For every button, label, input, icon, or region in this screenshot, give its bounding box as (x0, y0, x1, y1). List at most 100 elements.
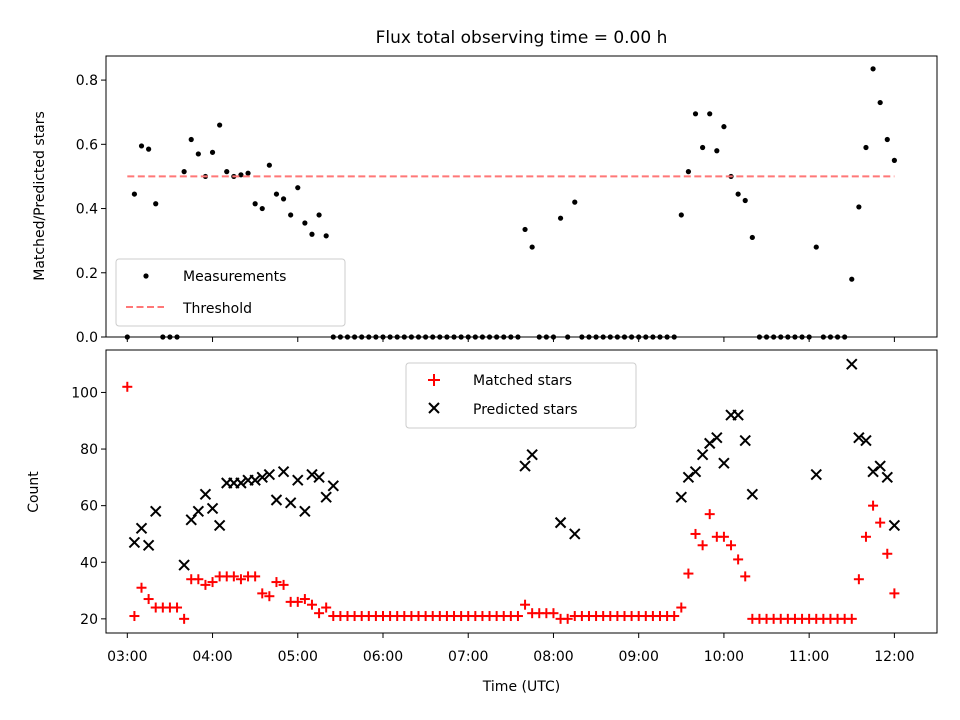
predicted-point-b (299, 505, 311, 518)
matched-point (122, 381, 133, 392)
predicted-point-b (178, 559, 190, 571)
matched-point (889, 588, 900, 599)
y-tick-label: 0.4 (76, 202, 98, 218)
predicted-point-b (860, 434, 872, 447)
legend-matched-marker (428, 374, 440, 386)
predicted-point-b (306, 468, 318, 481)
predicted-point-b (675, 491, 688, 503)
predicted-point (739, 434, 751, 447)
matched-point (136, 582, 147, 593)
predicted-point-b (270, 494, 283, 506)
predicted-point-b (128, 536, 141, 549)
matched-point (278, 579, 289, 590)
predicted-point (235, 477, 247, 489)
measurement-point (195, 151, 201, 157)
measurement-point (557, 215, 564, 221)
predicted-point (178, 559, 190, 571)
predicted-point-b (263, 468, 276, 481)
legend-frame (115, 258, 346, 327)
legend-predicted-marker (428, 402, 440, 414)
matched-point (726, 540, 737, 551)
predicted-point-b (732, 409, 744, 421)
predicted-point-b (206, 502, 219, 515)
predicted-point-b (569, 528, 581, 540)
y-tick-label: 0.2 (76, 266, 98, 282)
y-tick-label: 0.6 (76, 137, 98, 153)
predicted-point (554, 516, 567, 529)
matched-point (846, 613, 857, 624)
predicted-point (327, 480, 339, 492)
predicted-point-b (739, 434, 751, 447)
measurement-point (245, 170, 251, 176)
matched-point (264, 591, 275, 602)
matched-point (321, 602, 332, 613)
matched-point (235, 574, 246, 585)
matched-point (271, 577, 282, 588)
bottom-panel-legend: Matched stars Predicted stars (405, 362, 637, 429)
predicted-point (206, 502, 219, 515)
predicted-point-b (554, 516, 567, 529)
matched-point (143, 594, 154, 605)
measurement-point (685, 169, 692, 175)
predicted-point (711, 432, 723, 444)
y-tick-label: 0.8 (76, 73, 98, 89)
predicted-point-b (284, 497, 297, 509)
predicted-point (192, 505, 205, 518)
measurement-point (707, 111, 713, 117)
predicted-point (320, 491, 332, 503)
predicted-point (846, 358, 858, 370)
predicted-point (270, 494, 283, 506)
predicted-point (867, 465, 879, 478)
predicted-point (888, 519, 901, 532)
matched-point (228, 571, 239, 582)
predicted-point (213, 519, 226, 532)
predicted-point-b (313, 471, 325, 484)
y-tick-label: 100 (71, 385, 98, 401)
measurement-point (323, 233, 329, 239)
predicted-point-b (150, 505, 162, 518)
measurement-point (273, 191, 280, 197)
predicted-point (732, 409, 744, 421)
predicted-point (704, 437, 716, 450)
x-tick-label: 09:00 (619, 649, 659, 665)
measurement-point (849, 276, 855, 282)
measurement-point (266, 162, 272, 168)
predicted-point (696, 449, 709, 461)
x-tick-label: 12:00 (874, 649, 914, 665)
top-panel-title: Flux total observing time = 0.00 h (376, 28, 668, 48)
measurement-point (678, 212, 684, 218)
predicted-point (135, 522, 148, 534)
measurement-point (295, 185, 301, 191)
measurement-point (153, 201, 159, 207)
measurement-point (138, 143, 145, 149)
predicted-point-b (192, 505, 205, 518)
matched-point (740, 571, 751, 582)
predicted-point-b (746, 488, 759, 501)
predicted-point (199, 488, 212, 501)
x-tick-label: 10:00 (704, 649, 744, 665)
predicted-point (746, 488, 759, 501)
predicted-point (313, 471, 325, 484)
matched-point (690, 528, 701, 539)
measurement-point (863, 144, 869, 151)
measurement-point (813, 244, 819, 250)
predicted-point-b (213, 519, 226, 532)
measurement-point (856, 204, 862, 210)
matched-point (299, 594, 310, 605)
measurement-point (288, 212, 294, 218)
measurement-point (259, 205, 265, 212)
predicted-point-b (689, 465, 702, 478)
matched-point (179, 613, 190, 624)
legend-measurements-label: Measurements (183, 269, 286, 285)
predicted-point-b (292, 474, 304, 486)
y-tick-label: 60 (80, 499, 98, 515)
predicted-point (675, 491, 688, 503)
predicted-point-b (142, 539, 155, 551)
measurement-point (522, 226, 528, 233)
matched-point (733, 554, 744, 565)
predicted-point (682, 471, 695, 484)
bottom-panel-ylabel: Count (26, 471, 42, 513)
matched-point (548, 608, 559, 619)
matched-point (669, 611, 680, 622)
